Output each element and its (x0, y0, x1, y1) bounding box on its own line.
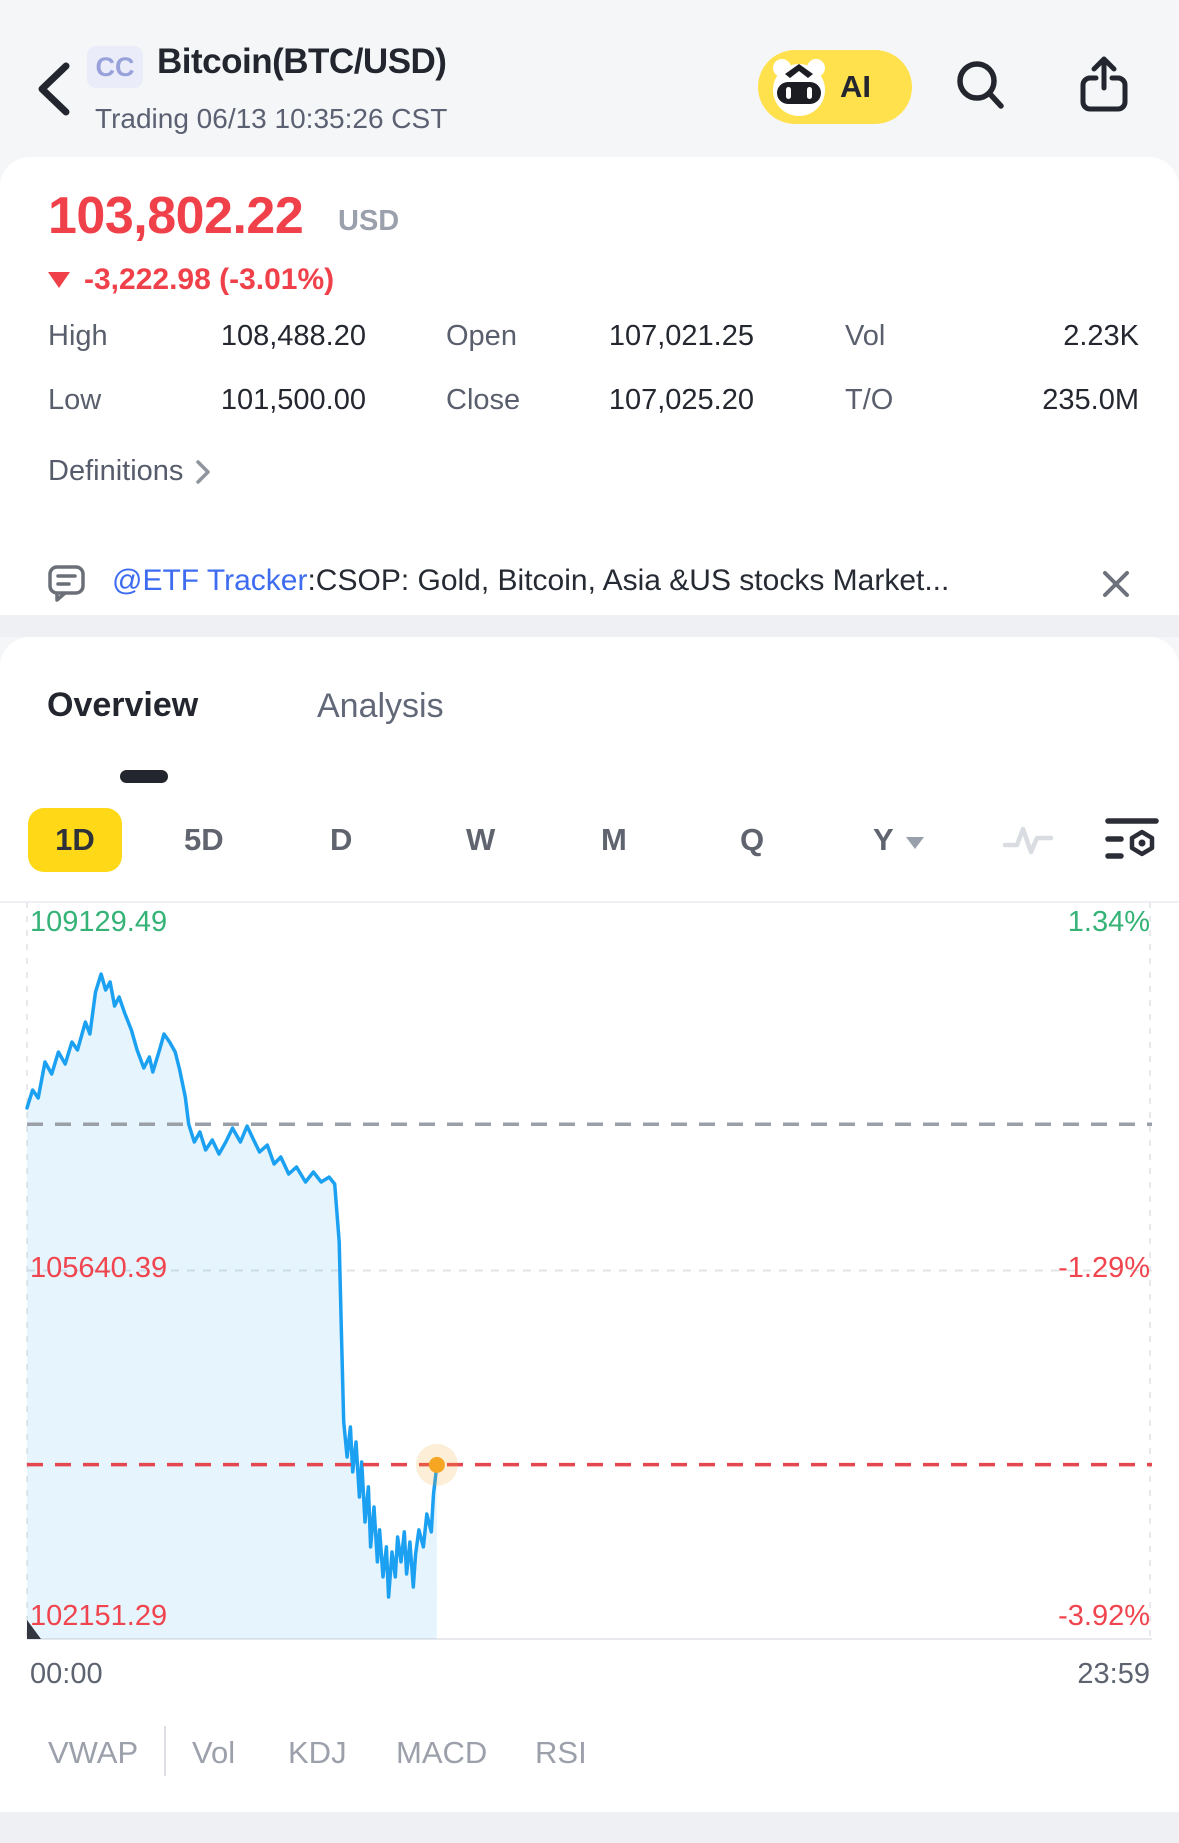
scale-pct-top: 1.34% (1067, 906, 1150, 938)
scale-price-bottom: 102151.29 (30, 1600, 168, 1632)
scale-pct-mid: -1.29% (1058, 1252, 1150, 1284)
page-title: Bitcoin(BTC/USD) (157, 42, 447, 81)
stat-close: Close 107,025.20 (446, 384, 754, 416)
panda-bot-icon (773, 59, 825, 116)
market-badge: CC (87, 46, 143, 88)
share-icon[interactable] (1076, 56, 1132, 116)
chevron-right-icon (196, 459, 211, 484)
change-value: -3,222.98 (-3.01%) (84, 263, 335, 296)
ai-button-label: AI (840, 69, 871, 104)
price-change: -3,222.98 (-3.01%) (48, 263, 334, 297)
indicator-kdj[interactable]: KDJ (288, 1735, 347, 1770)
quote-card (0, 157, 1179, 615)
indicator-vol[interactable]: Vol (192, 1735, 236, 1770)
stat-open: Open 107,021.25 (446, 320, 754, 352)
x-axis-start-time: 00:00 (30, 1658, 103, 1690)
period-m[interactable]: M (601, 822, 627, 857)
period-d[interactable]: D (330, 822, 353, 857)
definitions-link[interactable]: Definitions (48, 455, 211, 488)
indicator-divider (164, 1726, 166, 1776)
indicator-vwap[interactable]: VWAP (48, 1735, 139, 1770)
last-price: 103,802.22 (48, 187, 304, 245)
chevron-down-icon (905, 837, 924, 849)
chart-card (0, 637, 1179, 1812)
indicator-rsi[interactable]: RSI (535, 1735, 587, 1770)
chart-settings-icon[interactable] (1104, 814, 1162, 864)
stat-turnover: T/O 235.0M (845, 384, 1139, 416)
stat-high: High 108,488.20 (48, 320, 366, 352)
period-1d[interactable]: 1D (28, 808, 122, 872)
down-arrow-icon (48, 272, 70, 288)
next-section-edge (0, 1812, 1179, 1843)
ai-assistant-button[interactable]: AI (758, 50, 912, 124)
trading-status: Trading 06/13 10:35:26 CST (95, 103, 448, 134)
scale-price-mid: 105640.39 (30, 1252, 168, 1284)
active-tab-indicator (120, 770, 168, 783)
scale-pct-bottom: -3.92% (1058, 1600, 1150, 1632)
period-w[interactable]: W (466, 822, 496, 857)
tab-overview[interactable]: Overview (47, 686, 199, 724)
chat-bubble-icon (48, 565, 85, 602)
period-y-dropdown[interactable]: Y (873, 822, 924, 858)
banner-source-link[interactable]: @ETF Tracker (112, 564, 308, 597)
card-gap (0, 615, 1179, 637)
period-q[interactable]: Q (740, 822, 765, 857)
stat-low: Low 101,500.00 (48, 384, 366, 416)
currency-label: USD (338, 205, 400, 237)
news-banner[interactable]: @ETF Tracker:CSOP: Gold, Bitcoin, Asia &… (0, 552, 1179, 612)
stat-volume: Vol 2.23K (845, 320, 1139, 352)
indicator-macd[interactable]: MACD (396, 1735, 488, 1770)
close-icon[interactable] (1096, 564, 1136, 604)
back-button[interactable] (30, 58, 80, 120)
scale-price-top: 109129.49 (30, 906, 168, 938)
tab-analysis[interactable]: Analysis (317, 687, 444, 725)
banner-text: @ETF Tracker:CSOP: Gold, Bitcoin, Asia &… (112, 564, 950, 597)
period-5d[interactable]: 5D (184, 822, 224, 857)
search-icon[interactable] (952, 56, 1008, 116)
x-axis-end-time: 23:59 (1077, 1658, 1150, 1690)
line-chart-type-icon[interactable] (1002, 820, 1054, 862)
